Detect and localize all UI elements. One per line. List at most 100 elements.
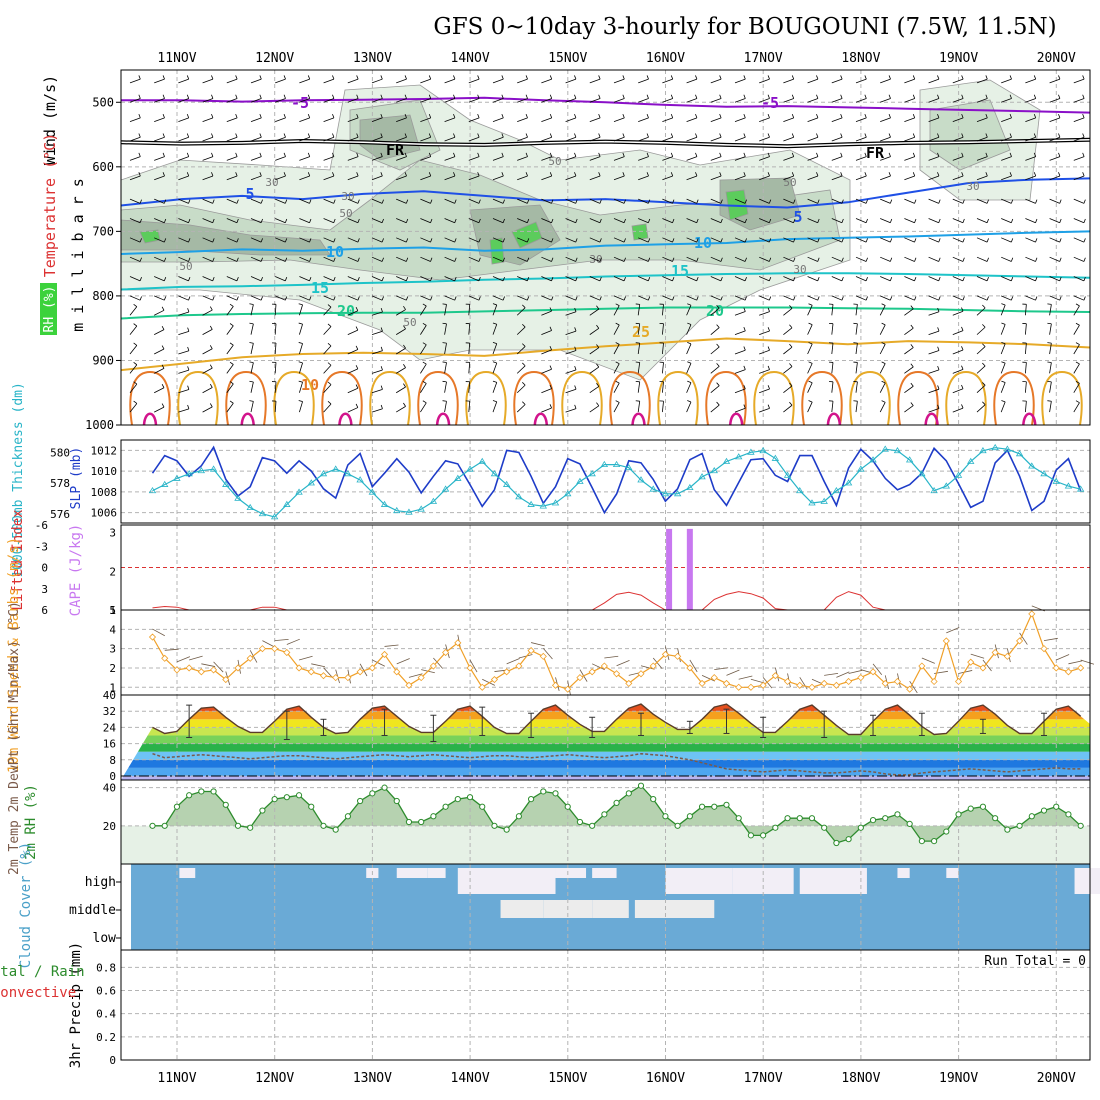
thickness-marker xyxy=(612,460,621,467)
rh-marker xyxy=(234,822,242,829)
wind-speed-marker xyxy=(991,648,999,657)
low-level-isotherm xyxy=(801,370,843,426)
wind-barb-flag xyxy=(356,94,359,99)
wind-barb xyxy=(129,345,138,355)
thickness-marker xyxy=(857,465,865,472)
contour-label: 50 xyxy=(783,176,796,189)
wind-barb-flag xyxy=(647,276,651,281)
wind-barb xyxy=(976,404,986,413)
temp-color-band xyxy=(121,759,1090,768)
wind-barb xyxy=(807,382,813,393)
wind-barb xyxy=(637,362,641,374)
wind-barb xyxy=(492,156,504,161)
contour-label: 50 xyxy=(339,207,352,220)
wind-barb xyxy=(202,117,214,123)
wind-barb xyxy=(952,349,964,355)
wind-barb-flag xyxy=(333,218,336,223)
wind-barb xyxy=(1049,323,1052,335)
wind-barb xyxy=(880,295,891,301)
wind-barb-flag xyxy=(743,75,746,80)
wind-barb xyxy=(154,136,165,142)
wind-barb xyxy=(347,117,359,123)
wind-barb xyxy=(444,295,455,301)
cape-tick-label: 1 xyxy=(109,604,116,617)
wind-barb xyxy=(492,304,498,316)
wind-barb xyxy=(129,117,141,123)
surface-wind-barb xyxy=(799,677,808,690)
wind-barb xyxy=(420,117,431,123)
wind-barb-flag xyxy=(380,133,383,138)
rh-marker xyxy=(979,803,987,810)
isotherm-freezing-inner xyxy=(120,138,1091,147)
wind-barb-flag xyxy=(405,276,409,281)
wind-barb-flag xyxy=(404,152,407,157)
wind-barb xyxy=(202,309,213,316)
wind-barb-flag xyxy=(502,218,505,223)
temperature-axis-label: Temperature (°C) xyxy=(41,133,59,278)
wind-barb-flag xyxy=(938,218,941,223)
wind-barb-flag xyxy=(1047,322,1052,325)
bottom-tick-label: 18NOV xyxy=(841,1071,880,1086)
rh-marker xyxy=(381,784,388,791)
surface-wind-barb xyxy=(1043,637,1058,642)
wind-barb xyxy=(904,136,915,142)
wind-barb xyxy=(154,368,165,374)
wind-barb-flag xyxy=(430,238,433,243)
wind-speed-marker xyxy=(503,668,511,676)
wind-speed-marker xyxy=(246,654,254,662)
wind-speed-marker xyxy=(869,668,877,676)
wind-barb-flag xyxy=(403,402,406,407)
wind-barb-flag xyxy=(357,257,360,262)
rh-marker xyxy=(625,790,632,797)
wind-barb-flag xyxy=(623,276,626,281)
temp-color-band xyxy=(121,735,1090,744)
wind-barb xyxy=(250,304,254,316)
wind-barb xyxy=(589,386,600,394)
thickness-marker xyxy=(429,497,438,504)
wind-barb xyxy=(613,98,625,103)
wind-barb xyxy=(589,347,600,355)
wind-barb-flag xyxy=(161,325,165,330)
wind-barb-flag xyxy=(985,133,988,138)
wind-barb-flag xyxy=(962,199,965,204)
thickness-marker xyxy=(600,460,609,467)
wind-barb-flag xyxy=(716,401,720,406)
wind-barb xyxy=(396,256,407,262)
wind-barb-flag xyxy=(840,152,843,157)
wind-barb-flag xyxy=(1001,400,1006,403)
wind-barb-flag xyxy=(526,218,530,223)
wind-barb-flag xyxy=(428,75,432,80)
wind-barb-flag xyxy=(1059,257,1062,262)
wind-barb xyxy=(710,307,720,316)
wind-barb xyxy=(686,98,698,103)
wind-speed-marker xyxy=(661,650,669,658)
rh-marker xyxy=(259,807,266,814)
surface-wind-barb xyxy=(482,678,495,686)
wind-barb-flag xyxy=(937,75,940,80)
wind-barb xyxy=(879,344,886,355)
wind-barb-flag xyxy=(912,75,916,80)
wind-barb xyxy=(468,175,480,181)
wind-barb-flag xyxy=(380,346,383,351)
wind-barb-flag xyxy=(188,257,191,262)
wind-barb-flag xyxy=(298,342,303,344)
wind-barb-flag xyxy=(767,114,770,119)
wind-barb xyxy=(275,156,286,161)
wind-speed-marker xyxy=(759,681,767,689)
thickness-marker xyxy=(625,463,633,471)
wind-barb-flag xyxy=(522,304,526,308)
wind-barb xyxy=(662,323,664,335)
wind-barb xyxy=(952,407,964,413)
wind-barb-flag xyxy=(962,238,965,243)
wind-barb xyxy=(613,402,620,413)
wind-barb-flag xyxy=(259,172,262,177)
wind-barb xyxy=(1000,343,1006,355)
wind-barb xyxy=(831,198,843,204)
isotherm-line xyxy=(120,306,1091,320)
wind-barb-flag xyxy=(598,75,601,80)
wind-barb xyxy=(250,362,254,374)
wind-barb xyxy=(178,408,190,413)
contour-label: 50 xyxy=(179,260,192,273)
wind-barb xyxy=(299,295,310,301)
wind-barb-flag xyxy=(647,218,651,223)
